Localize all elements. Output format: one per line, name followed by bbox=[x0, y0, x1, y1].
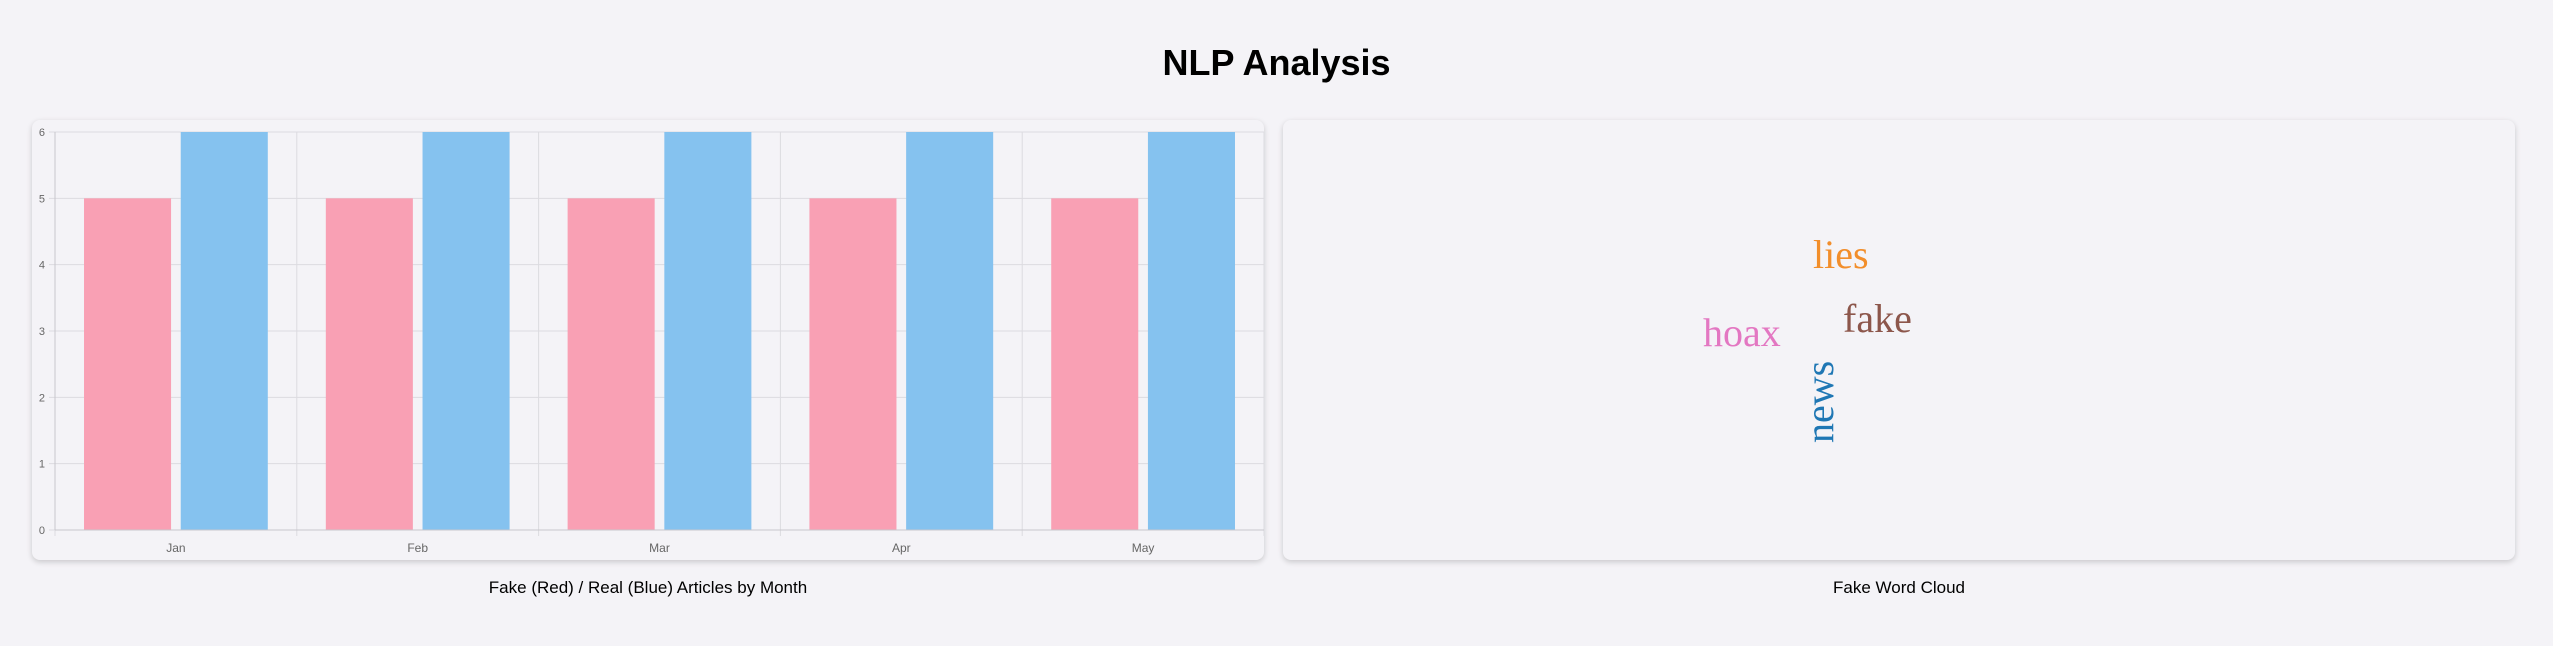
bar-chart-caption: Fake (Red) / Real (Blue) Articles by Mon… bbox=[488, 578, 808, 597]
word-cloud: lies fake hoax news bbox=[1703, 232, 1912, 443]
y-tick-label: 0 bbox=[39, 525, 45, 537]
page-title: NLP Analysis bbox=[1162, 42, 1391, 83]
word-cloud-word: lies bbox=[1813, 232, 1869, 277]
y-tick-label: 2 bbox=[39, 392, 45, 404]
bar bbox=[84, 198, 172, 530]
x-tick-label: Jan bbox=[166, 541, 185, 555]
bar bbox=[1147, 132, 1235, 530]
word-cloud-card: lies fake hoax news bbox=[1283, 120, 2515, 560]
bar bbox=[325, 198, 413, 530]
bar bbox=[1051, 198, 1139, 530]
x-tick-label: May bbox=[1132, 541, 1155, 555]
x-tick-label: Apr bbox=[892, 541, 911, 555]
y-tick-label: 1 bbox=[39, 459, 45, 471]
word-cloud-word: news bbox=[1797, 361, 1842, 443]
word-cloud-word: hoax bbox=[1703, 310, 1781, 355]
bar-chart: 0 1 2 3 4 5 6 Jan Feb Mar Apr May bbox=[39, 127, 1265, 555]
y-tick-label: 5 bbox=[39, 193, 45, 205]
y-tick-label: 4 bbox=[39, 260, 45, 272]
bar bbox=[567, 198, 655, 530]
bar bbox=[422, 132, 510, 530]
bar-chart-card: 0 1 2 3 4 5 6 Jan Feb Mar Apr May bbox=[32, 120, 1265, 560]
x-tick-label: Feb bbox=[407, 541, 428, 555]
y-tick-label: 6 bbox=[39, 127, 45, 139]
bar bbox=[180, 132, 268, 530]
bar bbox=[664, 132, 752, 530]
bar bbox=[906, 132, 994, 530]
x-tick-label: Mar bbox=[649, 541, 670, 555]
word-cloud-caption: Fake Word Cloud bbox=[1833, 578, 1965, 597]
word-cloud-word: fake bbox=[1843, 296, 1912, 341]
y-tick-label: 3 bbox=[39, 326, 45, 338]
bar bbox=[809, 198, 897, 530]
